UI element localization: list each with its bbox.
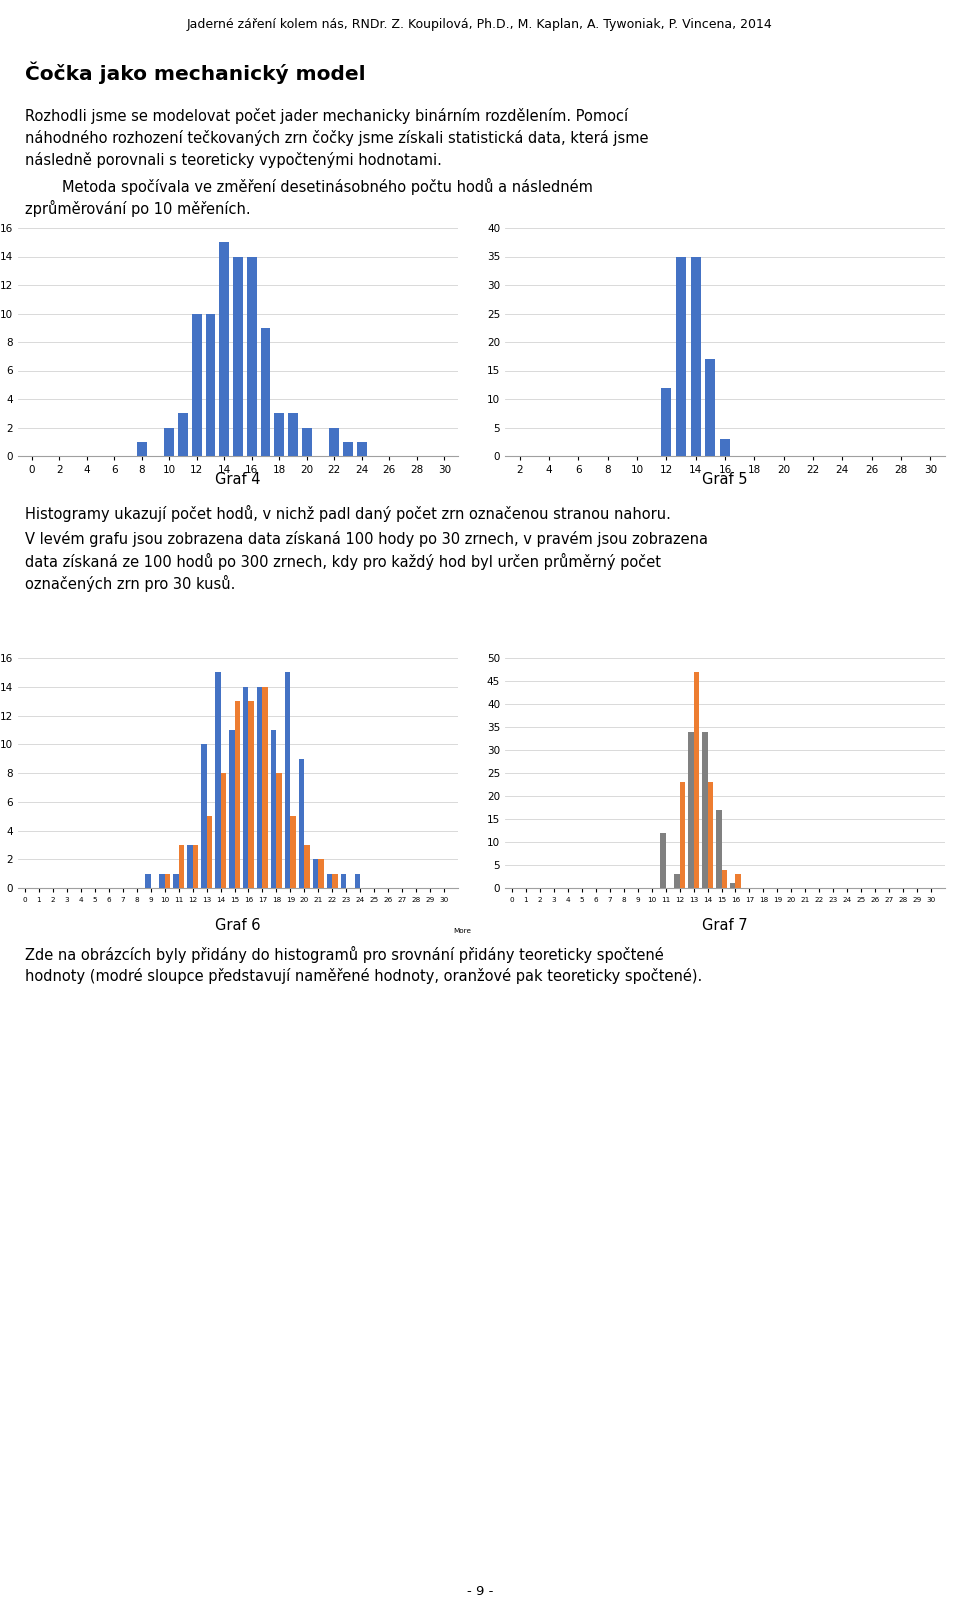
Bar — [228, 730, 234, 889]
Bar — [221, 772, 227, 889]
Bar — [288, 414, 298, 456]
Text: Zde na obrázcích byly přidány do histogramů pro srovnání přidány teoreticky spoč: Zde na obrázcích byly přidány do histogr… — [25, 945, 663, 963]
Bar — [262, 687, 268, 889]
Bar — [722, 869, 727, 889]
Bar — [693, 672, 699, 889]
Bar — [329, 428, 339, 456]
Bar — [326, 874, 332, 889]
Text: označených zrn pro 30 kusů.: označených zrn pro 30 kusů. — [25, 575, 235, 591]
Bar — [271, 730, 276, 889]
Bar — [179, 845, 184, 889]
Text: Histogramy ukazují počet hodů, v nichž padl daný počet zrn označenou stranou nah: Histogramy ukazují počet hodů, v nichž p… — [25, 504, 671, 522]
Bar — [192, 314, 202, 456]
Text: následně porovnali s teoreticky vypočtenými hodnotami.: následně porovnali s teoreticky vypočten… — [25, 152, 442, 168]
Text: Metoda spočívala ve změření desetinásobného počtu hodů a následném: Metoda spočívala ve změření desetinásobn… — [25, 178, 593, 196]
Bar — [205, 314, 215, 456]
Text: data získaná ze 100 hodů po 300 zrnech, kdy pro každý hod byl určen průměrný poč: data získaná ze 100 hodů po 300 zrnech, … — [25, 553, 661, 570]
Bar — [159, 874, 165, 889]
Bar — [299, 758, 304, 889]
Bar — [165, 874, 170, 889]
Bar — [234, 701, 240, 889]
Bar — [257, 687, 262, 889]
Bar — [720, 440, 731, 456]
Bar — [220, 242, 229, 456]
Bar — [145, 874, 151, 889]
Bar — [243, 687, 249, 889]
Text: hodnoty (modré sloupce představují naměřené hodnoty, oranžové pak teoreticky spo: hodnoty (modré sloupce představují naměř… — [25, 968, 703, 984]
Bar — [354, 874, 360, 889]
Text: V levém grafu jsou zobrazena data získaná 100 hody po 30 zrnech, v pravém jsou z: V levém grafu jsou zobrazena data získan… — [25, 532, 708, 546]
Bar — [201, 745, 206, 889]
Bar — [343, 441, 353, 456]
Bar — [313, 860, 319, 889]
Text: More: More — [453, 928, 471, 934]
Text: Rozhodli jsme se modelovat počet jader mechanicky binárním rozdělením. Pomocí: Rozhodli jsme se modelovat počet jader m… — [25, 108, 628, 124]
Bar — [290, 816, 296, 889]
Bar — [249, 701, 254, 889]
Bar — [661, 388, 671, 456]
Bar — [137, 441, 147, 456]
Bar — [688, 732, 693, 889]
Text: - 9 -: - 9 - — [467, 1585, 493, 1598]
Bar — [276, 772, 282, 889]
Bar — [173, 874, 179, 889]
Bar — [341, 874, 347, 889]
Text: Graf 5: Graf 5 — [703, 472, 748, 486]
Bar — [676, 257, 686, 456]
Bar — [233, 257, 243, 456]
Bar — [164, 428, 174, 456]
Bar — [706, 359, 715, 456]
Text: Jaderné záření kolem nás, RNDr. Z. Koupilová, Ph.D., M. Kaplan, A. Tywoniak, P. : Jaderné záření kolem nás, RNDr. Z. Koupi… — [187, 18, 773, 31]
Bar — [674, 874, 680, 889]
Bar — [302, 428, 312, 456]
Bar — [206, 816, 212, 889]
Bar — [702, 732, 708, 889]
Bar — [247, 257, 256, 456]
Bar — [275, 414, 284, 456]
Bar — [357, 441, 367, 456]
Bar — [680, 782, 685, 889]
Bar — [187, 845, 193, 889]
Bar — [304, 845, 310, 889]
Bar — [708, 782, 713, 889]
Bar — [730, 884, 735, 889]
Bar — [261, 328, 271, 456]
Text: Graf 7: Graf 7 — [702, 918, 748, 932]
Bar — [285, 672, 290, 889]
Bar — [319, 860, 324, 889]
Text: Čočka jako mechanický model: Čočka jako mechanický model — [25, 61, 366, 84]
Text: Graf 6: Graf 6 — [215, 918, 261, 932]
Text: zprůměrování po 10 měřeních.: zprůměrování po 10 měřeních. — [25, 200, 251, 217]
Bar — [690, 257, 701, 456]
Bar — [215, 672, 221, 889]
Bar — [716, 810, 722, 889]
Text: náhodného rozhození tečkovaných zrn čočky jsme získali statistická data, která j: náhodného rozhození tečkovaných zrn čočk… — [25, 129, 649, 145]
Bar — [660, 832, 665, 889]
Bar — [193, 845, 198, 889]
Text: Graf 4: Graf 4 — [215, 472, 261, 486]
Bar — [332, 874, 338, 889]
Bar — [735, 874, 741, 889]
Bar — [179, 414, 188, 456]
